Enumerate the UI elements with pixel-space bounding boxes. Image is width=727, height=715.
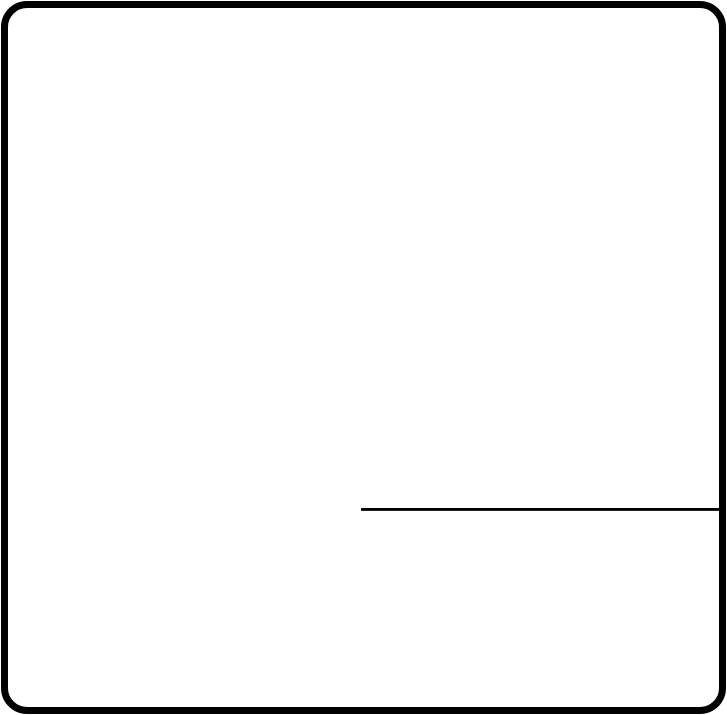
chart-panel-spx [391,30,725,254]
chart-panel-rut [24,481,360,710]
chart-panel-indu [26,30,360,254]
chart-panel-compq [24,256,360,481]
levels-table [361,508,723,511]
chart-panel-nya [388,256,725,481]
